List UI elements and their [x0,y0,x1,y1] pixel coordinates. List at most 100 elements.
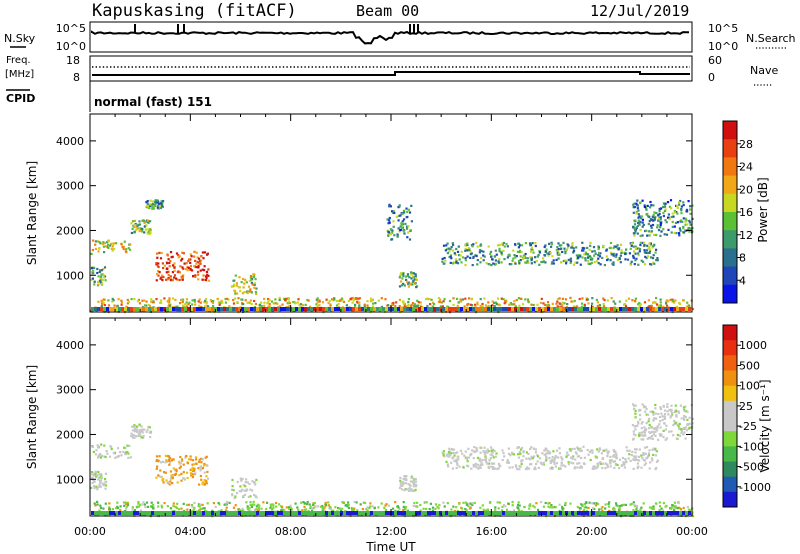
echo-pixel [389,233,393,236]
echo-pixel [160,251,163,255]
echo-pixel [160,200,163,203]
echo-pixel [595,502,598,505]
echo-pixel [287,300,290,303]
echo-pixel [122,501,126,504]
echo-pixel [685,210,688,213]
echo-pixel [497,507,500,510]
echo-pixel [176,481,179,484]
echo-pixel [598,508,601,511]
echo-pixel [99,456,103,459]
ground-scatter-cell [259,307,262,311]
echo-pixel [642,260,645,263]
echo-pixel [469,454,472,457]
echo-pixel [389,205,392,208]
ground-scatter-cell [118,307,121,311]
ground-scatter-cell [202,511,205,515]
echo-pixel [126,502,129,505]
echo-pixel [113,248,116,251]
echo-pixel [456,262,460,265]
echo-pixel [686,514,689,517]
echo-pixel [99,479,102,483]
echo-pixel [562,464,565,467]
echo-pixel [659,234,662,237]
echo-pixel [90,278,93,281]
echo-pixel [173,469,176,472]
ground-scatter-cell [538,511,541,515]
echo-pixel [409,229,412,232]
ground-scatter-cell [589,511,592,515]
echo-pixel [634,458,637,462]
echo-pixel [556,300,559,303]
ground-scatter-cell [274,511,277,515]
colorbar-tick-label: 16 [739,206,753,219]
echo-pixel [185,455,188,458]
velocity-panel-frame [89,317,693,517]
ground-scatter-cell [508,307,511,311]
echo-pixel [96,444,99,447]
echo-pixel [445,244,448,247]
echo-pixel [125,248,128,251]
ground-scatter-cell [265,511,268,515]
echo-pixel [236,301,239,304]
echo-pixel [591,467,594,470]
echo-pixel [638,408,641,412]
echo-pixel [136,227,139,230]
echo-pixel [660,412,663,415]
colorbar-segment [723,370,737,387]
echo-pixel [495,452,498,455]
echo-pixel [204,305,207,308]
echo-pixel [369,502,372,505]
echo-pixel [654,301,657,304]
echo-pixel [677,506,680,509]
echo-pixel [400,272,403,275]
echo-pixel [517,297,521,300]
echo-pixel [144,304,147,307]
echo-pixel [130,298,133,301]
echo-pixel [101,278,104,282]
echo-pixel [107,240,110,243]
echo-pixel [632,455,636,458]
echo-pixel [534,242,537,245]
echo-pixel [110,446,113,449]
echo-pixel [640,506,643,509]
ground-scatter-cell [358,511,361,515]
ground-scatter-cell [238,307,241,311]
echo-pixel [380,297,383,300]
echo-pixel [650,426,653,429]
echo-pixel [663,417,666,420]
echo-pixel [408,489,411,492]
echo-pixel [642,452,645,455]
echo-pixel [628,252,631,255]
echo-pixel [438,504,441,507]
ground-scatter-cell [436,511,439,515]
echo-pixel [521,459,524,462]
echo-pixel [510,263,513,266]
echo-pixel [178,278,181,282]
echo-pixel [141,299,144,302]
echo-pixel [103,242,106,245]
echo-pixel [345,304,348,307]
echo-pixel [600,452,603,455]
echo-pixel [451,448,454,451]
echo-pixel [623,303,626,306]
echo-pixel [332,509,335,512]
echo-pixel [169,275,172,278]
echo-pixel [127,247,130,250]
echo-pixel [358,304,361,307]
echo-pixel [139,227,142,230]
echo-pixel [120,242,123,245]
ground-scatter-cell [325,307,328,311]
echo-pixel [403,475,406,478]
echo-pixel [678,427,681,430]
echo-pixel [337,507,340,510]
echo-pixel [551,506,554,509]
echo-pixel [247,301,251,304]
echo-pixel [632,501,635,504]
ground-scatter-cell [112,511,115,515]
echo-pixel [123,240,126,243]
ground-scatter-cell [319,307,322,311]
echo-pixel [160,504,163,507]
echo-pixel [168,461,172,464]
colorbar-segment [723,355,737,371]
echo-pixel [603,298,606,302]
